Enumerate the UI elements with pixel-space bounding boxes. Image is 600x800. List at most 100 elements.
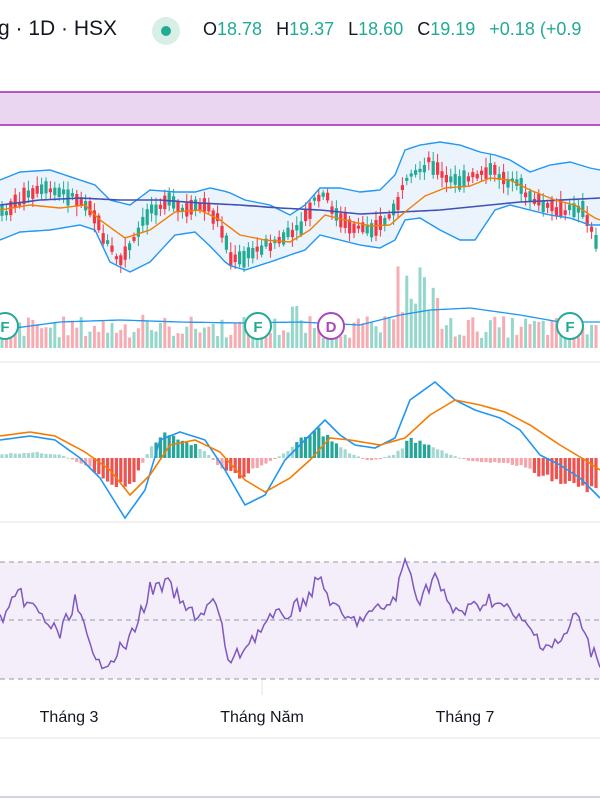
bollinger-band-fill — [0, 142, 600, 272]
candle-body — [396, 197, 400, 211]
macd-hist-bar — [224, 458, 228, 471]
volume-bar — [343, 334, 347, 348]
macd-hist-bar — [233, 458, 237, 474]
candle-body — [75, 193, 79, 207]
candle-body — [233, 254, 237, 263]
macd-hist-bar — [585, 458, 589, 493]
macd-hist-bar — [119, 458, 123, 483]
candle-body — [321, 192, 325, 197]
candle-body — [277, 237, 281, 244]
volume-bar — [537, 321, 541, 348]
macd-histogram — [0, 427, 598, 493]
candle-body — [484, 167, 488, 179]
candle-body — [383, 218, 387, 226]
macd-hist-bar — [180, 440, 184, 458]
macd-hist-bar — [251, 458, 255, 469]
volume-bar — [273, 318, 277, 348]
volume-bar — [40, 328, 44, 348]
candle-body — [378, 215, 382, 230]
volume-bar — [321, 337, 325, 348]
volume-bar — [528, 324, 532, 348]
candle-body — [114, 256, 118, 260]
indicator-lines — [0, 141, 600, 670]
candle-body — [48, 188, 52, 193]
volume-bar — [216, 336, 220, 348]
volume-bar — [101, 321, 105, 348]
candle-body — [101, 233, 105, 244]
macd-hist-bar — [361, 458, 365, 459]
candle-body — [220, 225, 224, 238]
macd-hist-bar — [189, 445, 193, 458]
volume-ma-line — [0, 307, 600, 331]
volume-bar — [211, 323, 215, 348]
macd-hist-bar — [568, 458, 572, 482]
macd-hist-bar — [13, 453, 17, 458]
volume-bar — [317, 323, 321, 348]
candle-body — [392, 203, 396, 216]
volume-bar — [458, 334, 462, 348]
volume-bar — [286, 332, 290, 348]
macd-hist-bar — [374, 458, 378, 460]
volume-bar — [339, 336, 343, 348]
candle-body — [339, 213, 343, 228]
ohlc-legend: O18.78 H19.37 L18.60 C19.19 +0.18 (+0.9 — [203, 19, 581, 40]
chart-header: g · 1D · HSX O18.78 H19.37 L18.60 C19.19… — [0, 0, 600, 62]
volume-bar — [462, 335, 466, 348]
candle-body — [238, 251, 242, 265]
volume-bar — [387, 317, 391, 348]
macd-hist-bar — [559, 458, 563, 484]
macd-hist-bar — [312, 430, 316, 458]
candle-body — [590, 226, 594, 232]
macd-signal-line — [0, 399, 600, 497]
macd-hist-bar — [576, 458, 580, 487]
candle-body — [224, 235, 228, 250]
macd-hist-bar — [431, 447, 435, 458]
candle-body — [189, 199, 193, 215]
symbol-title[interactable]: g · 1D · HSX — [0, 17, 118, 40]
macd-hist-bar — [502, 458, 506, 463]
macd-hist-bar — [9, 453, 13, 458]
marker-circle — [0, 312, 19, 340]
resistance-zone — [0, 91, 600, 126]
candle-body — [541, 201, 545, 212]
volume-bar — [378, 332, 382, 348]
candle-body — [216, 213, 220, 222]
candle-body — [251, 247, 255, 259]
macd-hist-bar — [537, 458, 541, 477]
marker-label: F — [565, 319, 574, 336]
x-axis-label-may: Tháng Năm — [220, 709, 304, 726]
macd-hist-bar — [308, 435, 312, 458]
candle-body — [79, 197, 83, 206]
candle-body — [444, 174, 448, 183]
volume-bar — [480, 337, 484, 348]
macd-hist-bar — [493, 458, 497, 462]
candle-body — [88, 201, 92, 216]
volume-bar — [440, 328, 444, 348]
volume-bar — [220, 319, 224, 348]
volume-bar — [352, 322, 356, 348]
candle-body — [290, 229, 294, 238]
macd-hist-bar — [510, 458, 514, 465]
macd-hist-bar — [35, 451, 39, 458]
volume-bar — [92, 326, 96, 348]
volume-bar — [163, 317, 167, 348]
candle-body — [154, 204, 158, 216]
candle-body — [53, 187, 57, 196]
macd-hist-bar — [48, 454, 52, 458]
macd-hist-bar — [141, 458, 145, 463]
macd-hist-bar — [554, 458, 558, 480]
candle-body — [537, 193, 541, 206]
marker-circle — [244, 312, 272, 340]
macd-hist-bar — [101, 458, 105, 479]
macd-hist-bar — [356, 456, 360, 458]
candle-body — [431, 161, 435, 175]
volume-bar — [128, 337, 132, 348]
macd-hist-bar — [462, 458, 466, 460]
candle-body — [422, 165, 426, 173]
macd-hist-bar — [427, 444, 431, 458]
candle-body — [176, 201, 180, 212]
volume-bar — [224, 337, 228, 348]
candle-body — [66, 189, 70, 206]
candle-body — [436, 162, 440, 175]
